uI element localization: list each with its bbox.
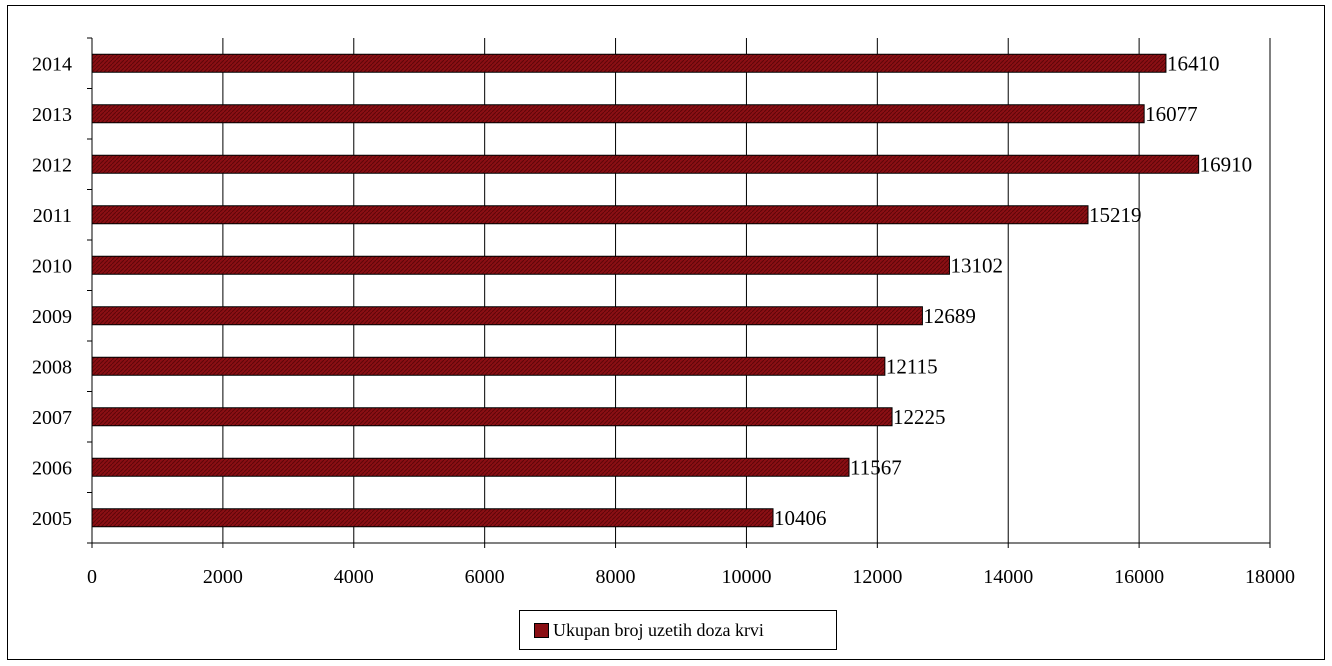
- bar-2005: [91, 508, 774, 528]
- data-label-2013: 16077: [1145, 102, 1198, 126]
- x-tick-label-3: 6000: [465, 566, 505, 588]
- bar-2013: [91, 104, 1145, 124]
- labels: 0 2000 4000 6000 8000 10000 12000 14000 16000 180…: [32, 51, 1295, 588]
- data-label-2012: 16910: [1200, 152, 1253, 176]
- data-label-2014: 16410: [1167, 51, 1220, 75]
- legend-label: Ukupan broj uzetih doza krvi: [553, 619, 764, 640]
- x-tick-label-7: 14000: [983, 566, 1033, 588]
- y-category-label-2005: 2005: [32, 508, 72, 530]
- data-label-2006: 11567: [850, 455, 902, 479]
- bar-2012: [91, 154, 1200, 174]
- data-label-2009: 12689: [923, 304, 976, 328]
- bars: [91, 53, 1200, 528]
- x-tick-label-1: 2000: [203, 566, 243, 588]
- data-label-2011: 15219: [1089, 203, 1142, 227]
- y-category-label-2014: 2014: [32, 53, 72, 75]
- bar-2007: [91, 407, 893, 427]
- y-category-label-2007: 2007: [32, 407, 72, 429]
- legend-swatch: [534, 622, 549, 638]
- y-category-label-2012: 2012: [32, 154, 72, 176]
- data-label-2007: 12225: [893, 405, 946, 429]
- y-category-label-2013: 2013: [32, 104, 72, 126]
- y-category-label-2009: 2009: [32, 306, 72, 328]
- bar-2006: [91, 457, 850, 477]
- bar-2010: [91, 255, 950, 275]
- x-tick-label-6: 12000: [852, 566, 902, 588]
- bar-2008: [91, 356, 886, 376]
- x-tick-label-4: 8000: [596, 566, 636, 588]
- y-category-label-2008: 2008: [32, 356, 72, 378]
- x-tick-label-5: 10000: [721, 566, 771, 588]
- legend: Ukupan broj uzetih doza krvi: [519, 610, 837, 650]
- data-label-2008: 12115: [886, 354, 938, 378]
- y-category-label-2010: 2010: [32, 255, 72, 277]
- data-label-2010: 13102: [950, 253, 1003, 277]
- bar-2014: [91, 53, 1167, 73]
- x-tick-label-2: 4000: [334, 566, 374, 588]
- x-tick-label-0: 0: [87, 566, 97, 588]
- x-tick-label-9: 18000: [1245, 566, 1295, 588]
- x-tick-label-8: 16000: [1114, 566, 1164, 588]
- y-category-label-2006: 2006: [32, 457, 72, 479]
- bar-2011: [91, 205, 1089, 225]
- bar-2009: [91, 306, 923, 326]
- y-category-label-2011: 2011: [33, 205, 72, 227]
- data-label-2005: 10406: [774, 506, 827, 530]
